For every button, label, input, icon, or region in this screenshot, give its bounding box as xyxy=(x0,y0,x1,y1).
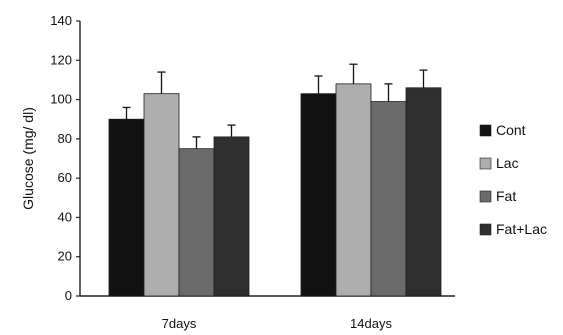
y-tick-label-140: 140 xyxy=(50,13,72,28)
y-tick-label-40: 40 xyxy=(58,209,72,224)
y-tick-label-80: 80 xyxy=(58,131,72,146)
bar-cont-7days xyxy=(108,118,145,297)
bar-fat-14days xyxy=(370,101,407,297)
y-tick-label-0: 0 xyxy=(65,288,72,303)
y-tick-label-60: 60 xyxy=(58,170,72,185)
labels-layer: Glucose (mg/ dl) 0 20 40 60 80 100 120 140 7days… xyxy=(20,13,392,331)
legend-label-fat: Fat xyxy=(496,188,516,204)
legend-swatch-lac xyxy=(479,157,492,170)
x-tick-label-14days: 14days xyxy=(350,316,392,331)
y-axis-title: Glucose (mg/ dl) xyxy=(20,107,36,210)
legend-label-lac: Lac xyxy=(496,155,519,171)
legend-swatch-fat xyxy=(479,190,492,203)
bar-fat-7days xyxy=(178,148,215,297)
y-tick-label-100: 100 xyxy=(50,92,72,107)
legend: Cont Lac Fat Fat+Lac xyxy=(479,122,547,237)
bar-lac-14days xyxy=(335,83,372,297)
bar-fat-plus-lac-14days xyxy=(405,87,442,297)
legend-label-fat-plus-lac: Fat+Lac xyxy=(496,221,547,237)
x-tick-label-7days: 7days xyxy=(162,316,197,331)
legend-swatch-cont xyxy=(479,124,492,137)
bar-lac-7days xyxy=(143,93,180,297)
y-tick-label-20: 20 xyxy=(58,249,72,264)
bar-cont-14days xyxy=(300,93,337,297)
bars-layer xyxy=(108,63,442,297)
y-tick-label-120: 120 xyxy=(50,52,72,67)
legend-label-cont: Cont xyxy=(496,122,526,138)
legend-swatch-fat-plus-lac xyxy=(479,223,492,236)
bar-fat-plus-lac-7days xyxy=(213,136,250,297)
